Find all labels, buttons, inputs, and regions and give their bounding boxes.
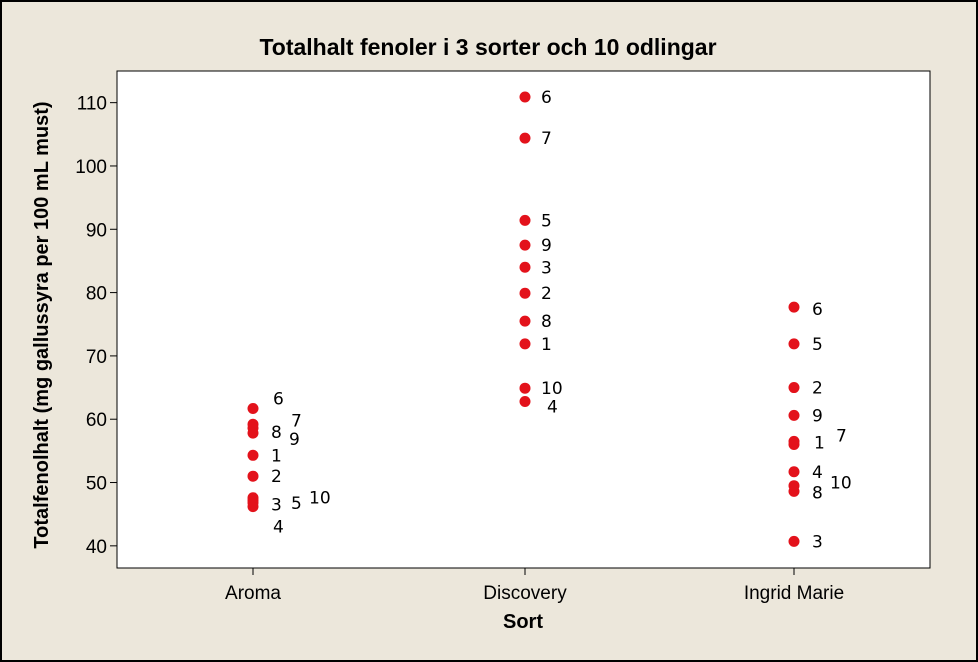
x-tick-label: Ingrid Marie (744, 583, 844, 604)
data-point (519, 261, 531, 273)
y-tick-label: 90 (86, 220, 107, 241)
y-tick-label: 80 (86, 284, 107, 305)
data-point (788, 480, 800, 492)
data-label: 6 (812, 300, 823, 320)
data-label: 7 (291, 411, 302, 431)
data-point (519, 91, 531, 103)
data-point (247, 492, 259, 504)
y-tick-label: 70 (86, 347, 107, 368)
data-point (788, 382, 800, 394)
y-tick-label: 40 (86, 537, 107, 558)
data-point (788, 301, 800, 313)
data-point (788, 535, 800, 547)
data-label: 2 (812, 379, 823, 399)
data-label: 9 (812, 406, 823, 426)
data-point (519, 239, 531, 251)
data-point (519, 395, 531, 407)
data-label: 4 (273, 518, 284, 538)
data-label: 6 (273, 389, 284, 409)
data-label: 3 (541, 258, 552, 278)
data-point (788, 466, 800, 478)
data-label: 1 (814, 434, 825, 454)
data-label: 1 (541, 335, 552, 355)
data-label: 10 (830, 474, 852, 494)
data-point (519, 315, 531, 327)
y-axis: 40 50 60 70 80 90 100 110 (75, 94, 117, 558)
data-point (247, 470, 259, 482)
data-label: 3 (812, 532, 823, 552)
series-ingrid-marie: 1 2 3 4 5 6 7 8 9 10 (788, 300, 852, 552)
data-point (247, 427, 259, 439)
data-label: 4 (547, 397, 558, 417)
x-axis: Aroma Discovery Ingrid Marie (225, 568, 844, 604)
data-label: 4 (812, 463, 823, 483)
data-point (788, 338, 800, 350)
y-tick-label: 60 (86, 410, 107, 431)
data-point (519, 338, 531, 350)
y-tick-label: 50 (86, 474, 107, 495)
data-point (519, 287, 531, 299)
x-tick-label: Aroma (225, 583, 281, 604)
data-label: 7 (541, 129, 552, 149)
y-tick-label: 110 (77, 94, 107, 115)
series-discovery: 1 2 3 4 5 6 7 8 9 10 (519, 88, 563, 417)
data-point (519, 132, 531, 144)
data-label: 2 (271, 467, 282, 487)
data-label: 6 (541, 88, 552, 108)
data-label: 10 (541, 379, 563, 399)
chart-title: Totalhalt fenoler i 3 sorter och 10 odli… (259, 34, 716, 60)
data-point (519, 214, 531, 226)
data-point (247, 402, 259, 414)
y-tick-label: 100 (75, 157, 107, 178)
data-point (519, 382, 531, 394)
data-label: 2 (541, 284, 552, 304)
y-axis-label: Totalfenolhalt (mg gallussyra per 100 mL… (31, 101, 53, 548)
data-label: 8 (271, 423, 282, 443)
series-aroma: 12 3 45 678 9 10 (247, 389, 331, 538)
x-axis-label: Sort (503, 611, 543, 633)
data-label: 8 (541, 312, 552, 332)
data-label: 9 (541, 236, 552, 256)
data-label: 9 (289, 430, 300, 450)
data-point (788, 435, 800, 447)
data-label: 1 (271, 446, 282, 466)
data-label: 5 (541, 211, 552, 231)
data-label: 8 (812, 483, 823, 503)
data-point (247, 449, 259, 461)
data-point (788, 409, 800, 421)
data-label: 10 (309, 489, 331, 509)
data-label: 3 (271, 495, 282, 515)
data-label: 5 (291, 494, 302, 514)
data-label: 7 (836, 426, 847, 446)
x-tick-label: Discovery (483, 583, 567, 604)
data-label: 5 (812, 335, 823, 355)
